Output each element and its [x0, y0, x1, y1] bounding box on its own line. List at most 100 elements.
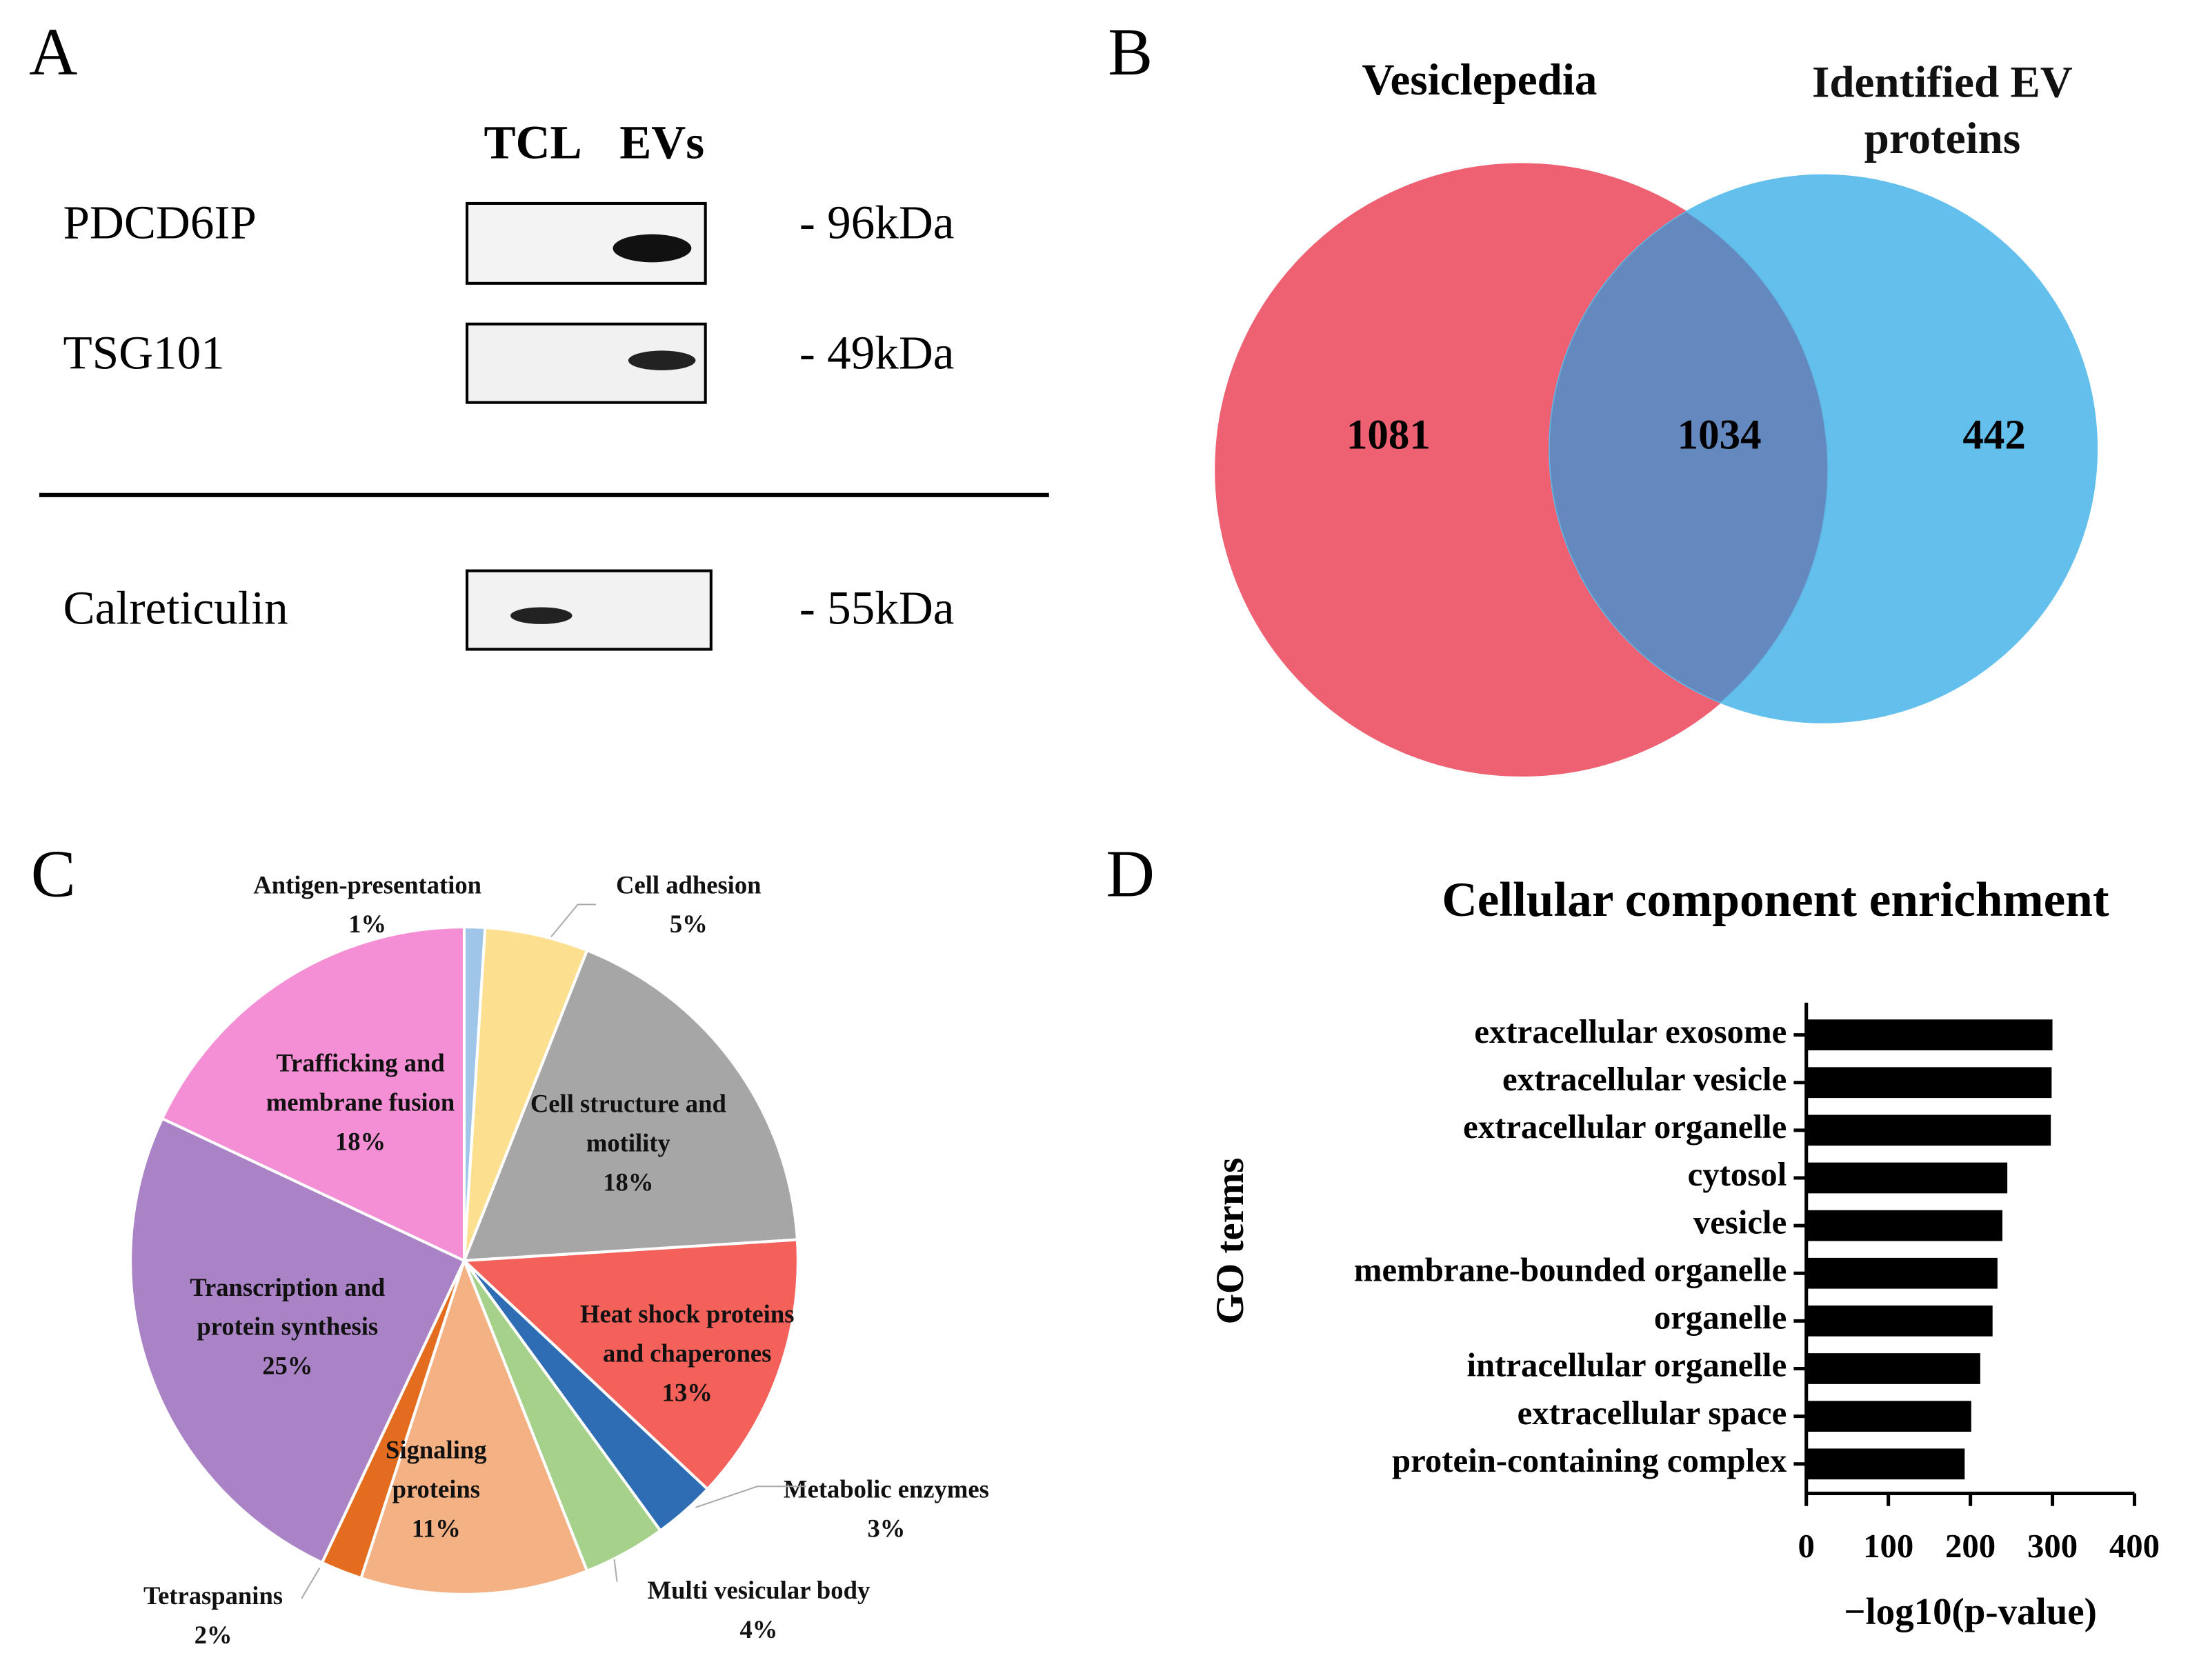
protein-label: Calreticulin: [63, 581, 288, 634]
pie-label: Transcription and protein synthesis 25%: [175, 1243, 399, 1411]
set-label: Vesiclepedia: [1362, 55, 1598, 105]
bar: [1806, 1448, 1965, 1480]
y-tick-label: vesicle: [1693, 1203, 1787, 1241]
category-label: Antigen-presentation: [253, 870, 482, 899]
pie-slice: [462, 926, 589, 1261]
x-tick-label: 100: [1863, 1528, 1913, 1565]
panel-letter: C: [31, 837, 76, 911]
lane-label: TCL: [484, 115, 582, 168]
blot: TCL EVs PDCD6IP - 96kDa TSG101 - 49kDa C…: [39, 115, 1049, 651]
pie-label: Multi vesicular body 4%: [590, 1526, 927, 1680]
venn-count: 1081: [1346, 412, 1431, 459]
pie-label: Trafficking and membrane fusion 18%: [262, 1018, 459, 1186]
pie-label-box: Metabolic enzymes 3%: [774, 1425, 998, 1593]
category-label: Cell structure and motility: [530, 1089, 726, 1157]
value-label: 11%: [411, 1514, 461, 1543]
y-tick-label: organelle: [1654, 1299, 1787, 1337]
set-label-box: Identified EV proteins: [1812, 56, 2073, 163]
pie-label: Signaling proteins 11%: [345, 1405, 527, 1573]
pie-label-box: Antigen-presentation 1%: [185, 821, 550, 989]
panel-letter: D: [1106, 837, 1154, 911]
value-label: 5%: [669, 910, 708, 939]
bar: [1806, 1306, 1993, 1337]
category-label: Tetraspanins: [143, 1581, 283, 1610]
category-label: Transcription and protein synthesis: [190, 1273, 386, 1341]
size-label: - 49kDa: [799, 326, 955, 379]
bar: [1806, 1067, 2052, 1099]
pie-label: Antigen-presentation 1%: [185, 821, 550, 989]
bar: [1806, 1257, 1998, 1289]
category-label: Multi vesicular body: [647, 1576, 870, 1605]
category-label: Metabolic enzymes: [784, 1475, 989, 1503]
pie-label-box: Multi vesicular body 4%: [590, 1526, 927, 1680]
pie-slice: [461, 1238, 799, 1492]
y-tick-label: extracellular exosome: [1474, 1013, 1787, 1050]
blot-box: [466, 569, 713, 651]
x-axis-label: −log10(p-value): [1844, 1590, 2097, 1632]
value-label: 2%: [194, 1621, 232, 1650]
bar: [1806, 1401, 1971, 1432]
band: [613, 234, 692, 263]
bar: [1806, 1019, 2053, 1050]
pie-label-box: Heat shock proteins and chaperones 13%: [575, 1269, 799, 1437]
venn: Vesiclepedia Identified EV proteins 1081…: [1215, 55, 2098, 777]
pie-label: Metabolic enzymes 3%: [774, 1425, 998, 1593]
leader-line: [695, 1486, 807, 1508]
bar: [1806, 1114, 2051, 1146]
size-label: - 96kDa: [799, 195, 955, 248]
category-label: Trafficking and membrane fusion: [266, 1048, 455, 1117]
y-axis-label: GO terms: [1208, 1158, 1252, 1325]
bar: [1806, 1353, 1980, 1384]
lane-label: EVs: [619, 115, 704, 168]
x-tick-label: 400: [2109, 1528, 2160, 1565]
y-tick-label: cytosol: [1688, 1156, 1787, 1193]
y-tick-label: extracellular space: [1518, 1394, 1787, 1432]
pie-label: Heat shock proteins and chaperones 13%: [575, 1269, 799, 1437]
pie-label: Cell adhesion 5%: [548, 821, 829, 989]
pie-label-box: Signaling proteins 11%: [345, 1405, 527, 1573]
venn-count: 1034: [1678, 412, 1762, 459]
value-label: 18%: [603, 1168, 654, 1197]
pie-label-box: Tetraspanins 2%: [101, 1531, 325, 1680]
leader-line: [301, 1567, 321, 1599]
pie-slice: [129, 1117, 466, 1565]
pie-slice: [359, 1256, 589, 1596]
pie-label-box: Transcription and protein synthesis 25%: [175, 1243, 399, 1411]
y-tick-label: protein-containing complex: [1392, 1442, 1787, 1479]
chart-title: Cellular component enrichment: [1442, 873, 2109, 927]
pie-slice: [160, 926, 466, 1263]
x-tick-label: 300: [2027, 1528, 2078, 1565]
venn-count: 442: [1962, 412, 2025, 459]
pie-label: Cell structure and motility 18%: [488, 1059, 769, 1227]
y-tick-label: membrane-bounded organelle: [1354, 1251, 1787, 1288]
panel-letter: B: [1108, 15, 1153, 90]
pie-slice: [461, 948, 799, 1263]
bar: [1806, 1162, 2008, 1194]
value-label: 25%: [262, 1352, 313, 1380]
category-label: Signaling proteins: [386, 1436, 487, 1503]
panel-letter: A: [29, 15, 77, 90]
x-tick-label: 200: [1945, 1528, 1996, 1565]
set-label: Identified EV proteins: [1812, 56, 2073, 163]
bar: [1806, 1210, 2002, 1241]
category-label: Heat shock proteins and chaperones: [580, 1299, 795, 1368]
pie-label-box: Cell structure and motility 18%: [488, 1059, 769, 1227]
band: [510, 607, 573, 624]
venn-overlap: [1549, 175, 1828, 723]
pie-label-box: Trafficking and membrane fusion 18%: [262, 1018, 459, 1186]
protein-label: PDCD6IP: [63, 195, 256, 248]
value-label: 4%: [739, 1615, 778, 1644]
value-label: 13%: [661, 1378, 713, 1407]
leader-line: [550, 903, 597, 937]
value-label: 3%: [867, 1514, 906, 1543]
leader-lines: [301, 903, 807, 1599]
size-label: - 55kDa: [799, 581, 955, 634]
x-tick-label: 0: [1798, 1528, 1815, 1565]
protein-label: TSG101: [63, 326, 224, 379]
pie-label-box: Cell adhesion 5%: [548, 821, 829, 989]
leader-line: [613, 1559, 618, 1582]
pie-label: Tetraspanins 2%: [101, 1531, 325, 1680]
bar-chart: Cellular component enrichment GO terms −…: [1208, 873, 2160, 1632]
